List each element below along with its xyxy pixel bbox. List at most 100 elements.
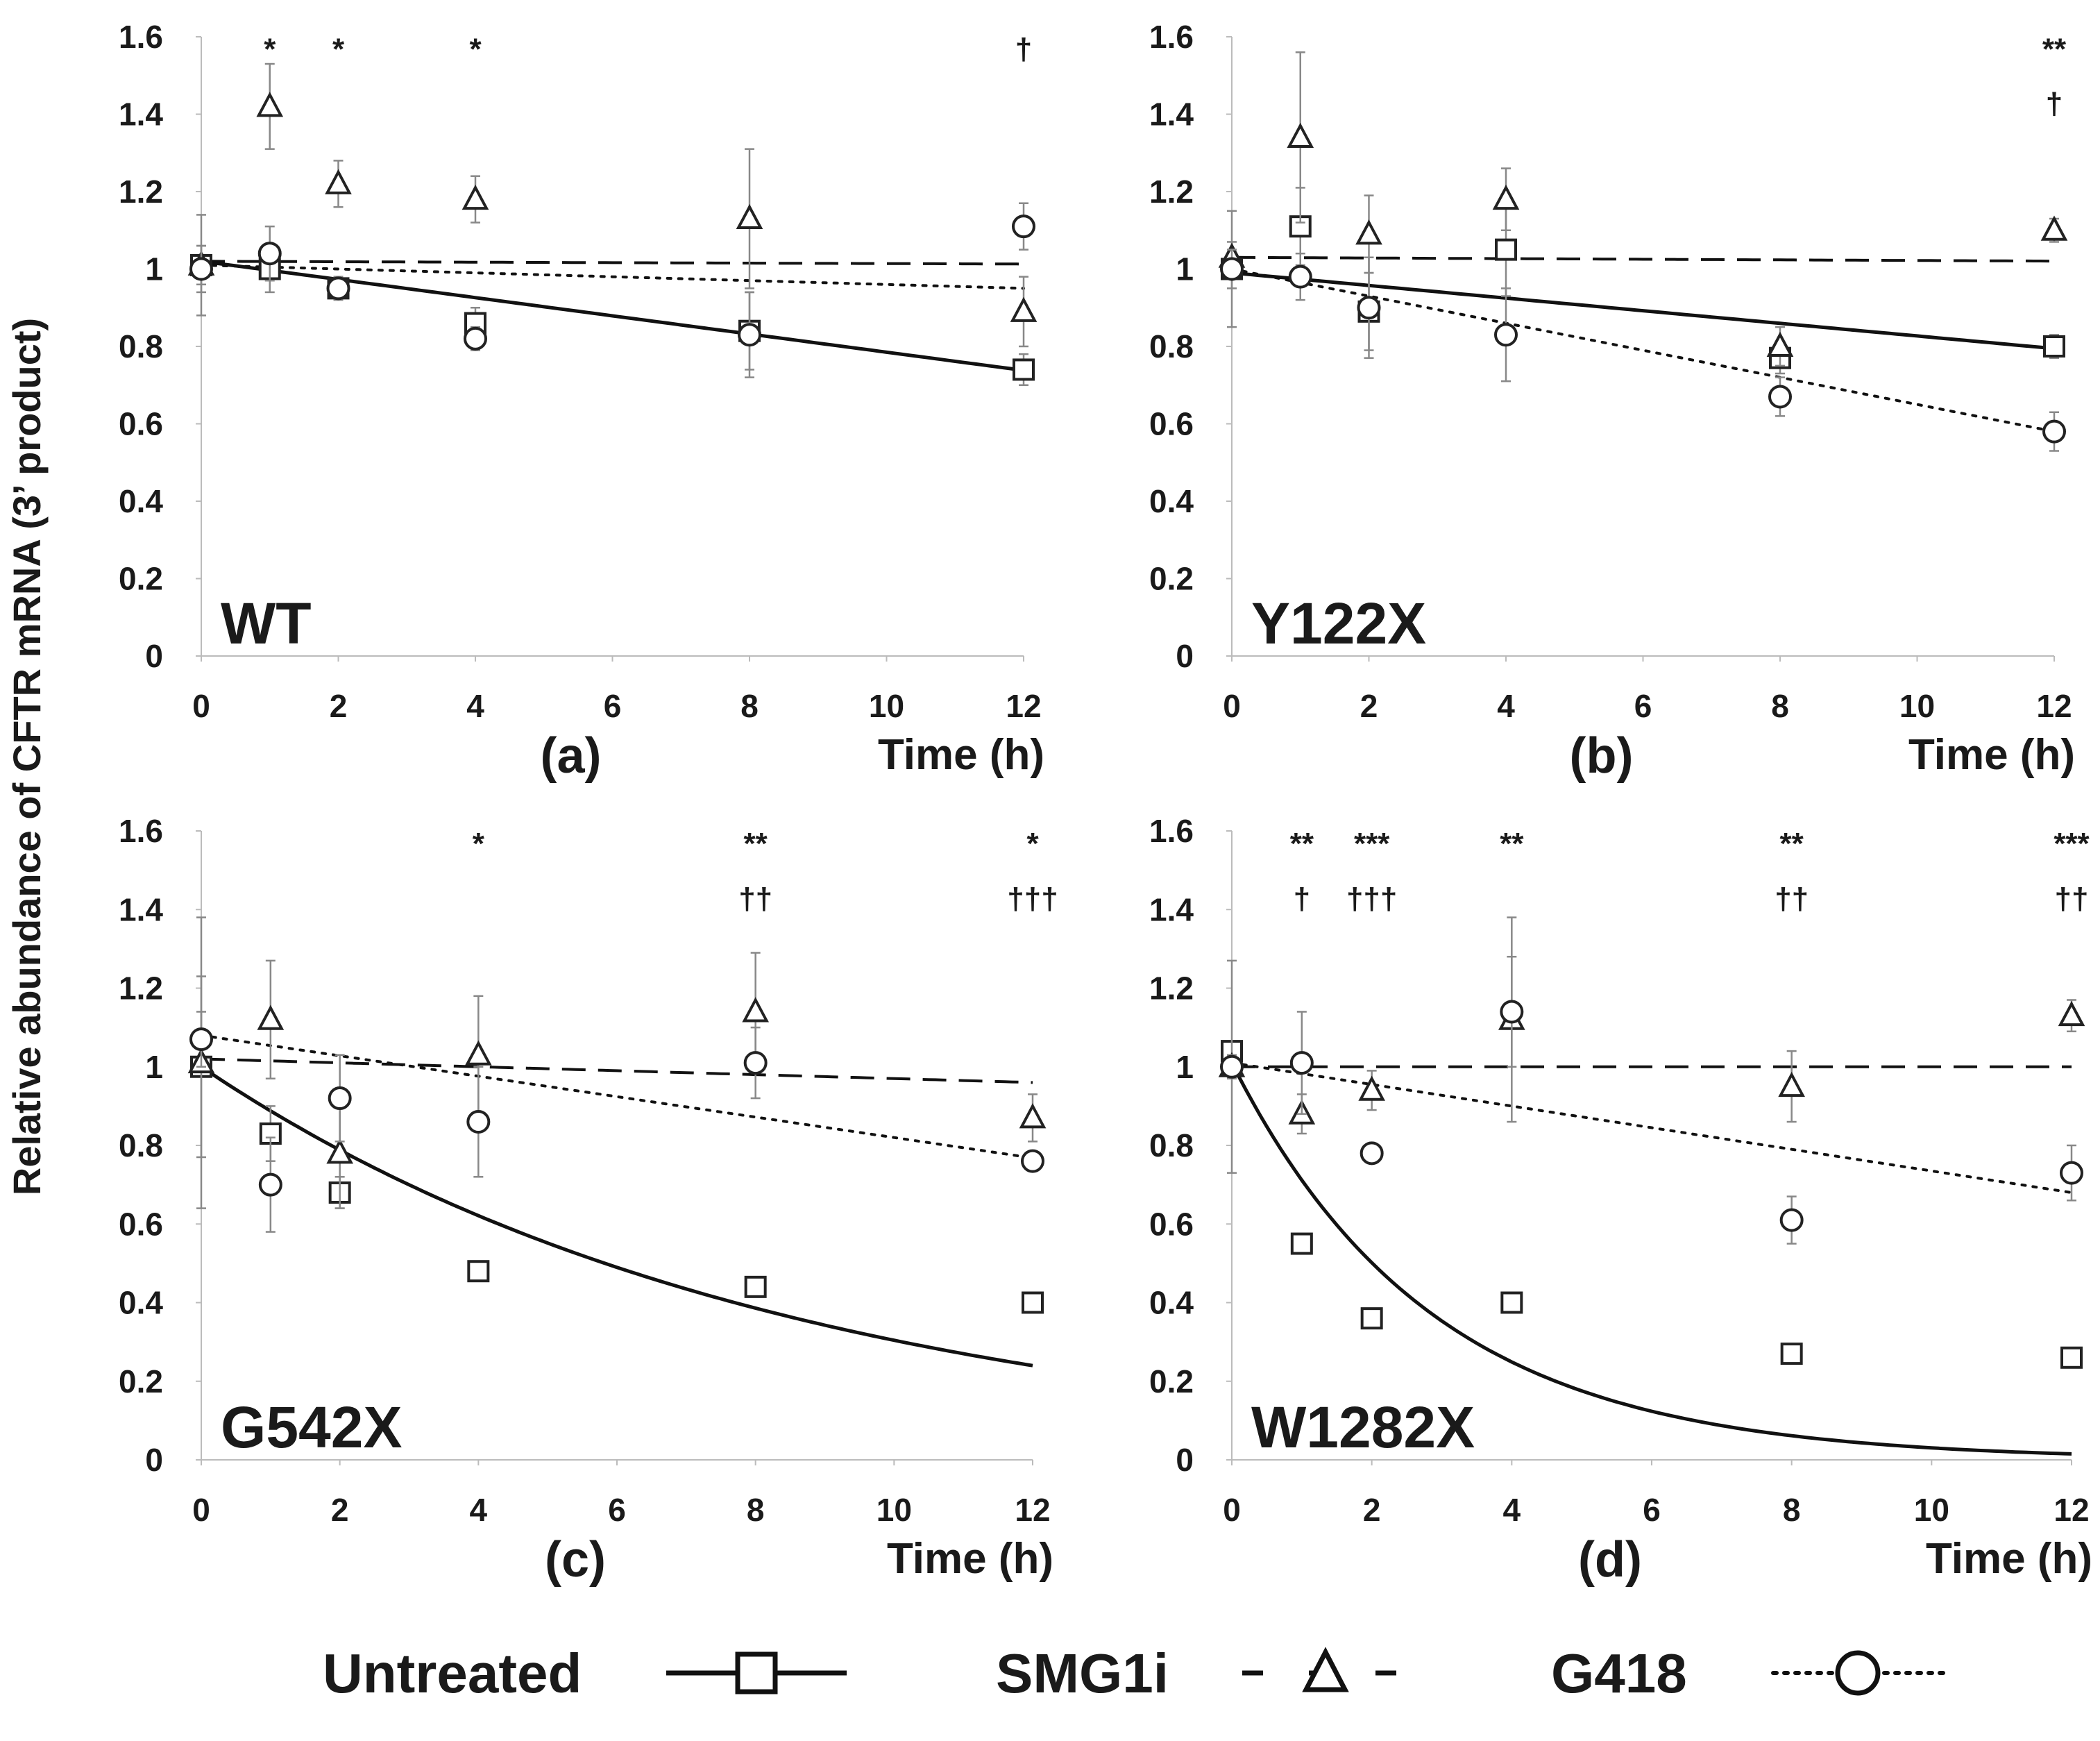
y-tick-label: 0.2 [119,561,163,597]
data-point-g418 [1289,1051,1314,1075]
data-point-smg1i [326,1138,353,1164]
data-point-smg1i [464,1040,492,1066]
data-point-smg1i [1287,122,1314,148]
data-point-g418 [2042,419,2066,444]
data-point-untreated [1290,1232,1313,1255]
y-tick-label: 1 [1176,251,1194,287]
x-tick-label: 8 [1771,688,1789,724]
y-tick-label: 1.6 [119,19,163,55]
y-tick-label: 1.4 [119,96,163,133]
data-point-g418 [1288,264,1312,289]
legend-item-g418: G418 [1551,1642,1945,1704]
data-point-smg1i [1355,219,1382,245]
x-axis-title: Time (h) [878,731,1044,779]
data-point-g418 [326,276,350,301]
chart-panel-2: 0 0.2 0.4 0.6 0.8 1 1.2 1.4 1.6 0 2 4 6 8 10 12 Time (h)… [119,813,1058,1588]
data-point-untreated [467,1260,490,1283]
y-tick-label: 1 [145,251,163,287]
data-point-g418 [1220,257,1244,281]
legend-label: Untreated [323,1642,582,1704]
x-tick-label: 12 [2054,1492,2089,1528]
x-tick-label: 8 [747,1492,765,1528]
y-tick-label: 1 [1176,1049,1194,1085]
fit-line-untreated [1230,1061,2072,1456]
fit-line-smg1i [201,1057,1033,1084]
y-tick-label: 0 [1176,638,1194,674]
legend-label: G418 [1551,1642,1687,1704]
data-point-smg1i [742,997,769,1023]
y-tick-label: 0 [1176,1442,1194,1478]
data-point-untreated [2060,1346,2083,1369]
y-tick-label: 0 [145,638,163,674]
mutation-label: W1282X [1251,1395,1475,1460]
y-tick-label: 1.6 [119,813,163,849]
y-tick-label: 0.6 [1149,1206,1194,1242]
x-tick-label: 0 [192,1492,210,1528]
panel-label: (c) [545,1532,606,1588]
significance-mark: ** [2042,33,2067,67]
y-tick-label: 0.6 [119,406,163,442]
fit-line-g418 [200,1034,1034,1160]
x-tick-label: 6 [608,1492,626,1528]
y-tick-label: 1.6 [1149,813,1194,849]
y-tick-label: 1.2 [119,174,163,210]
significance-mark: ** [744,827,768,861]
y-tick-label: 1.6 [1149,19,1194,55]
y-tick-label: 1.4 [1149,96,1194,133]
data-point-untreated [1780,1343,1803,1365]
y-tick-label: 0 [145,1442,163,1478]
x-tick-label: 4 [466,688,484,724]
data-point-smg1i [736,203,763,230]
data-point-smg1i [325,169,352,194]
y-tick-label: 1.4 [119,891,163,927]
y-tick-label: 0.2 [1149,561,1194,597]
data-point-untreated [1360,1307,1383,1330]
data-point-untreated [1495,238,1517,261]
mutation-label: Y122X [1251,591,1426,656]
mutation-label: WT [221,591,312,656]
y-tick-label: 0.8 [119,328,163,364]
x-tick-label: 6 [1634,688,1652,724]
data-point-g418 [738,323,761,347]
data-point-smg1i [1010,296,1038,322]
panel-label: (a) [541,728,602,784]
x-tick-label: 12 [1006,688,1041,724]
data-point-g418 [1779,1208,1804,1232]
legend-label: SMG1i [996,1642,1169,1704]
significance-mark: ** [1500,827,1524,861]
data-point-g418 [466,1110,491,1134]
data-point-untreated [744,1275,767,1298]
chart-panel-1: 0 0.2 0.4 0.6 0.8 1 1.2 1.4 1.6 0 2 4 6 8 10 12 Time (h)… [1149,19,2075,784]
mutation-label: G542X [221,1395,403,1460]
data-point-smg1i [257,1004,285,1030]
legend-triangle-marker [1302,1647,1349,1692]
fit-line-untreated [1231,271,2055,351]
fit-line-smg1i [1232,255,2054,263]
data-point-smg1i [1778,1071,1806,1097]
x-tick-label: 12 [1015,1492,1050,1528]
x-axis-title: Time (h) [1908,731,2075,779]
x-tick-label: 2 [330,688,348,724]
fit-line-g418 [1230,267,2056,433]
data-point-g418 [2060,1161,2083,1185]
data-point-g418 [1357,296,1381,320]
chart-panel-0: 0 0.2 0.4 0.6 0.8 1 1.2 1.4 1.6 0 2 4 6 8 10 12 Time (h)… [119,19,1044,784]
y-tick-label: 1.2 [1149,970,1194,1007]
significance-mark: * [469,33,482,67]
x-tick-label: 10 [1899,688,1935,724]
x-tick-label: 6 [1643,1492,1661,1528]
significance-mark: ** [1290,827,1314,861]
legend-item-smg1i: SMG1i [996,1642,1409,1704]
data-point-g418 [257,242,282,266]
fit-line-g418 [1230,1061,2073,1194]
y-tick-label: 0.6 [119,1206,163,1242]
x-tick-label: 2 [331,1492,349,1528]
x-axis-title: Time (h) [1926,1535,2092,1583]
y-tick-label: 0.8 [1149,328,1194,364]
data-point-g418 [1768,385,1792,409]
data-point-g418 [258,1172,282,1197]
data-point-smg1i [1358,1075,1385,1101]
fit-line-smg1i [201,260,1024,266]
data-point-untreated [1500,1291,1523,1314]
